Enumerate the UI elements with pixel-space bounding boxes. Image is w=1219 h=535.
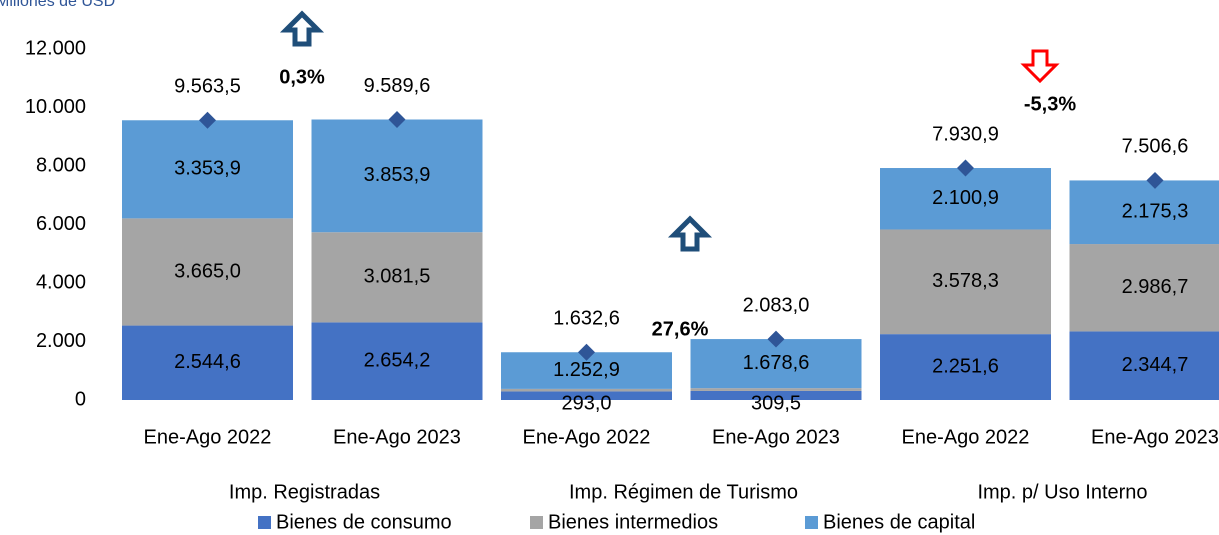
legend-label: Bienes de consumo (276, 511, 452, 533)
data-label: 3.578,3 (932, 270, 999, 292)
x-tick-label: Ene-Ago 2023 (333, 426, 461, 448)
group-label: Imp. Régimen de Turismo (569, 481, 798, 503)
bar-segment (122, 120, 293, 219)
data-label: 3.853,9 (364, 164, 431, 186)
bar-segment (1069, 244, 1219, 332)
change-label: -5,3% (1024, 93, 1076, 115)
data-label: 3.665,0 (174, 260, 241, 282)
y-axis-label: Millones de USD (0, 0, 115, 10)
bar-segment (311, 232, 483, 323)
bar-segment (311, 322, 483, 400)
legend-swatch (805, 516, 818, 529)
y-tick-label: 10.000 (25, 96, 86, 118)
bar-segment (501, 391, 672, 400)
y-tick-label: 4.000 (36, 271, 86, 293)
legend-swatch (258, 516, 271, 529)
data-label: 293,0 (561, 392, 611, 414)
change-arrow (667, 215, 713, 252)
change-label: 0,3% (279, 66, 325, 88)
bar-segment (880, 334, 1051, 400)
total-marker (199, 111, 216, 129)
change-arrow (279, 10, 325, 47)
x-tick-label: Ene-Ago 2023 (1091, 426, 1219, 448)
bar-segment (122, 325, 293, 400)
bar-segment (501, 388, 672, 392)
total-marker (957, 159, 974, 177)
bar-segment (1069, 180, 1219, 245)
y-tick-label: 6.000 (36, 213, 86, 235)
data-label: 2.544,6 (174, 351, 241, 373)
bar-segment (1069, 331, 1219, 400)
legend-label: Bienes intermedios (548, 511, 718, 533)
bar-segment (122, 218, 293, 326)
x-tick-label: Ene-Ago 2022 (902, 426, 1030, 448)
bar-segment (880, 168, 1051, 230)
data-label: 2.100,9 (932, 187, 999, 209)
data-label: 2.986,7 (1122, 276, 1189, 298)
bar-segment (880, 229, 1051, 335)
data-label: 2.344,7 (1122, 354, 1189, 376)
y-tick-label: 0 (75, 388, 86, 410)
group-label: Imp. Registradas (229, 481, 380, 503)
x-tick-label: Ene-Ago 2022 (144, 426, 272, 448)
total-marker (578, 343, 595, 361)
bar-segment (311, 119, 483, 233)
data-label: 1.678,6 (743, 352, 810, 374)
total-label: 2.083,0 (743, 294, 810, 316)
legend-swatch (530, 516, 543, 529)
y-tick-label: 2.000 (36, 330, 86, 352)
data-label: 2.251,6 (932, 355, 999, 377)
legend-label: Bienes de capital (823, 511, 975, 533)
bar-segment (690, 390, 862, 400)
change-label: 27,6% (652, 318, 709, 340)
total-label: 9.563,5 (174, 76, 241, 98)
data-label: 3.081,5 (364, 266, 431, 288)
group-label: Imp. p/ Uso Interno (977, 481, 1147, 503)
change-arrow (1020, 49, 1060, 84)
x-tick-label: Ene-Ago 2022 (523, 426, 651, 448)
data-label: 1.252,9 (553, 359, 620, 381)
data-label: 2.654,2 (364, 349, 431, 371)
x-tick-label: Ene-Ago 2023 (712, 426, 840, 448)
total-marker (767, 330, 785, 348)
data-label: 3.353,9 (174, 158, 241, 180)
total-label: 7.506,6 (1122, 136, 1189, 158)
y-tick-label: 8.000 (36, 154, 86, 176)
data-label: 2.175,3 (1122, 201, 1189, 223)
data-label: 309,5 (751, 392, 801, 414)
bar-segment (690, 388, 862, 391)
total-label: 9.589,6 (364, 75, 431, 97)
total-label: 7.930,9 (932, 123, 999, 145)
total-label: 1.632,6 (553, 308, 620, 330)
y-tick-label: 12.000 (25, 37, 86, 59)
